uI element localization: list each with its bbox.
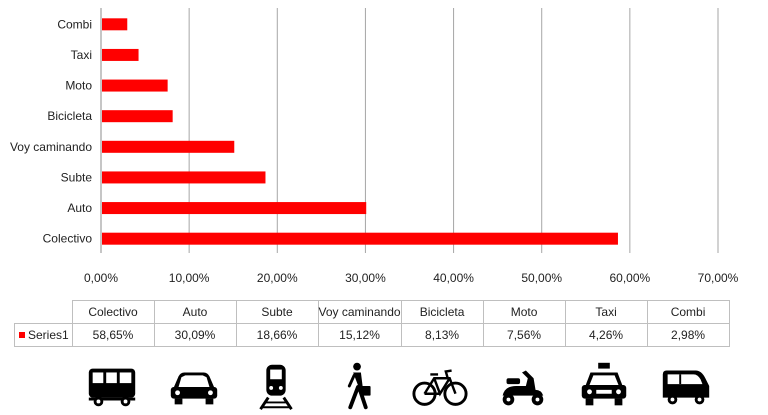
- category-label: Bicicleta: [47, 109, 92, 123]
- legend-label: Series1: [28, 328, 69, 342]
- gridlines: [100, 8, 719, 253]
- category-label: Subte: [61, 170, 93, 184]
- x-tick-label: 50,00%: [521, 271, 562, 285]
- train-icon: [259, 364, 293, 411]
- bar: [102, 202, 367, 215]
- category-labels: Combi Taxi Moto Bicicleta Voy caminando Subte…: [10, 17, 92, 245]
- transport-icons-row: [71, 358, 727, 414]
- table-col-header: Voy caminando: [317, 300, 402, 324]
- x-tick-label: 30,00%: [345, 271, 386, 285]
- taxi-icon: [581, 362, 627, 406]
- table-cell: 2,98%: [646, 323, 730, 347]
- bar: [102, 18, 128, 31]
- table-header-row: Colectivo Auto Subte Voy caminando Bicic…: [15, 300, 730, 324]
- bicycle-icon: [412, 369, 468, 406]
- x-tick-label: 40,00%: [433, 271, 474, 285]
- table-cell: 8,13%: [400, 323, 484, 347]
- table-col-header: Subte: [235, 300, 319, 324]
- bar-chart: Combi Taxi Moto Bicicleta Voy caminando Subte…: [10, 8, 739, 285]
- van-icon: [662, 370, 710, 405]
- category-label: Voy caminando: [10, 140, 92, 154]
- category-label: Auto: [67, 201, 92, 215]
- table-cell: 58,65%: [71, 323, 155, 347]
- table-col-header: Combi: [646, 300, 730, 324]
- table-cell: 18,66%: [235, 323, 319, 347]
- table-col-header: Colectivo: [71, 300, 155, 324]
- category-label: Colectivo: [43, 232, 93, 246]
- table-col-header: Bicicleta: [400, 300, 484, 324]
- pedestrian-icon: [347, 362, 371, 410]
- table-cell: 4,26%: [564, 323, 648, 347]
- category-label: Taxi: [71, 48, 92, 62]
- x-tick-labels: 0,00% 10,00% 20,00% 30,00% 40,00% 50,00% 60,00…: [84, 271, 739, 285]
- category-label: Combi: [57, 17, 92, 31]
- table-col-header: Taxi: [564, 300, 648, 324]
- x-tick-label: 70,00%: [698, 271, 739, 285]
- legend-swatch: [19, 332, 25, 338]
- scooter-icon: [502, 370, 544, 406]
- bar: [102, 48, 139, 61]
- category-label: Moto: [65, 79, 92, 93]
- table-cell: 7,56%: [482, 323, 566, 347]
- bar: [102, 140, 235, 153]
- bars: [102, 18, 618, 245]
- table-corner: [15, 301, 73, 324]
- bar: [102, 232, 618, 245]
- table-cell: 30,09%: [153, 323, 237, 347]
- bar: [102, 110, 173, 123]
- x-tick-label: 20,00%: [257, 271, 298, 285]
- x-tick-label: 0,00%: [84, 271, 118, 285]
- x-tick-label: 10,00%: [169, 271, 210, 285]
- bar: [102, 171, 266, 184]
- car-icon: [170, 372, 218, 405]
- table-col-header: Moto: [482, 300, 566, 324]
- legend-entry: Series1: [14, 323, 73, 347]
- table-row: Series1 58,65% 30,09% 18,66% 15,12% 8,13…: [14, 323, 730, 347]
- data-table: Colectivo Auto Subte Voy caminando Bicic…: [14, 300, 730, 347]
- table-cell: 15,12%: [317, 323, 402, 347]
- bus-icon: [88, 368, 136, 407]
- table-col-header: Auto: [153, 300, 237, 324]
- x-tick-label: 60,00%: [610, 271, 651, 285]
- bar: [102, 79, 168, 92]
